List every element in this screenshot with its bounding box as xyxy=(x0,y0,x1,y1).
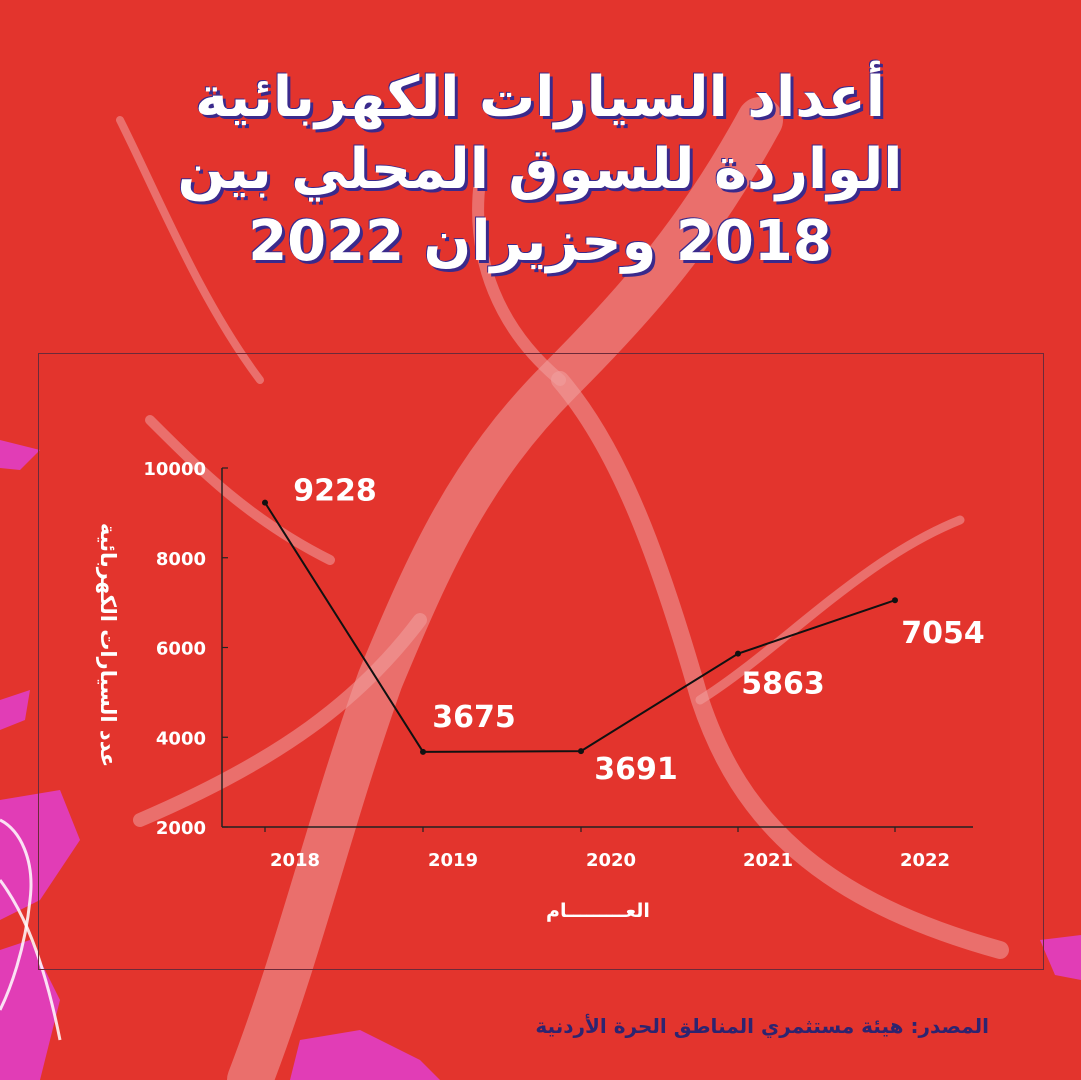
data-label: 7054 xyxy=(901,616,985,651)
x-axis-ticks: 2018 2019 2020 2021 2022 xyxy=(264,827,950,871)
title-line-1: أعداد السيارات الكهربائية xyxy=(194,65,886,130)
data-point xyxy=(892,597,898,604)
y-tick-label: 2000 xyxy=(156,818,206,839)
title-line-2: الواردة للسوق المحلي بين xyxy=(177,137,903,202)
y-tick-label: 8000 xyxy=(156,549,206,570)
data-point xyxy=(578,748,584,755)
x-tick-label: 2021 xyxy=(743,850,793,871)
y-tick-label: 6000 xyxy=(156,639,206,660)
data-label: 5863 xyxy=(741,667,825,702)
x-tick-label: 2018 xyxy=(270,850,320,871)
y-axis-label: عدد السيارات الكهربائية xyxy=(96,523,120,767)
data-label: 9228 xyxy=(293,474,377,509)
data-label: 3675 xyxy=(432,700,516,735)
y-tick-label: 4000 xyxy=(156,728,206,749)
y-axis-ticks: 2000 4000 6000 8000 10000 xyxy=(143,459,228,839)
data-label: 3691 xyxy=(594,752,678,787)
chart-frame xyxy=(38,353,1044,970)
title-line-3: 2018 وحزيران 2022 xyxy=(248,209,832,274)
x-axis-label: العـــــــــام xyxy=(546,900,650,922)
chart-title: أعداد السيارات الكهربائية الواردة للسوق … xyxy=(90,62,990,278)
data-point xyxy=(262,499,268,506)
x-tick-label: 2022 xyxy=(900,850,950,871)
y-tick-label: 10000 xyxy=(143,459,206,480)
series-line xyxy=(264,502,896,753)
x-tick-label: 2020 xyxy=(586,850,636,871)
x-tick-label: 2019 xyxy=(428,850,478,871)
data-point xyxy=(735,650,741,657)
data-point xyxy=(420,748,426,755)
data-points xyxy=(262,499,898,755)
source-note: المصدر: هيئة مستثمري المناطق الحرة الأرد… xyxy=(535,1014,989,1038)
data-labels: 9228 3675 3691 5863 7054 xyxy=(293,474,985,787)
